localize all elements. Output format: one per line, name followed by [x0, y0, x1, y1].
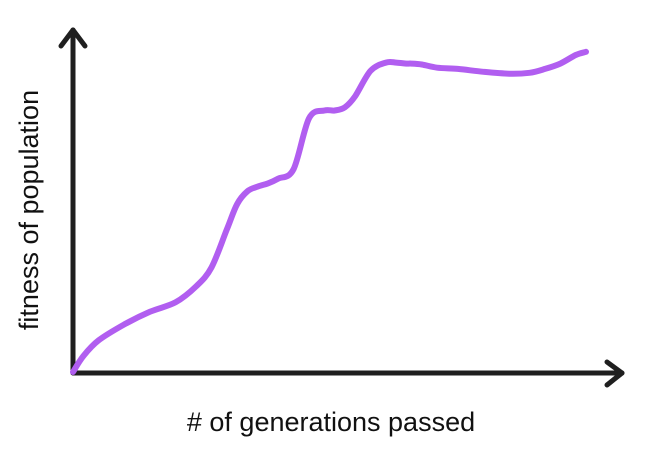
y-axis-arrowhead — [58, 27, 88, 49]
x-axis-arrowhead — [604, 359, 625, 388]
series-line-0 — [70, 48, 589, 375]
y-axis-label: fitness of population — [14, 90, 44, 330]
y-axis — [58, 27, 88, 376]
x-axis — [70, 359, 625, 388]
series-layer — [70, 48, 589, 375]
x-axis-label: # of generations passed — [187, 407, 475, 437]
